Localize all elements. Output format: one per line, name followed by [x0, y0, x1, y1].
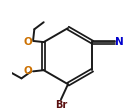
Text: Br: Br	[55, 100, 67, 110]
Text: O: O	[24, 66, 33, 76]
Text: O: O	[24, 37, 33, 47]
Text: N: N	[115, 37, 124, 47]
